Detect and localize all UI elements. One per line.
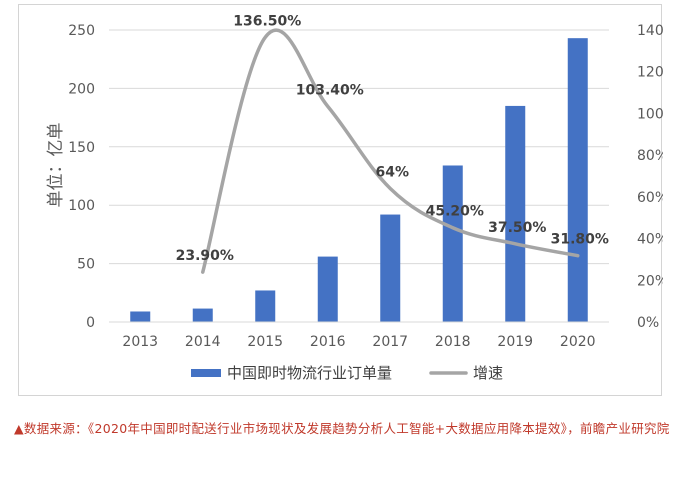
y2-tick-label: 140% bbox=[637, 23, 663, 39]
legend: 中国即时物流行业订单量 增速 bbox=[191, 364, 503, 382]
bars bbox=[130, 38, 588, 323]
y-tick-label: 150 bbox=[68, 140, 95, 156]
bar-2019 bbox=[505, 105, 526, 322]
growth-label-2019: 37.50% bbox=[488, 220, 546, 236]
legend-label-growth: 增速 bbox=[473, 364, 503, 382]
bar-2015 bbox=[255, 290, 276, 322]
axes: 0 50 100 150 200 250 0% 20% 40% 60% 80% 100% 120% 140… bbox=[68, 23, 663, 350]
y2-tick-label: 120% bbox=[637, 65, 663, 81]
y-tick-label: 250 bbox=[68, 23, 95, 39]
legend-swatch-bar bbox=[191, 369, 221, 377]
y-axis-title: 单位：亿单 bbox=[46, 123, 66, 208]
x-tick-label: 2013 bbox=[122, 334, 158, 350]
bar-2017 bbox=[380, 214, 401, 322]
chart-frame: 23.90% 136.50% 103.40% 64% 45.20% 37.50% 31.80… bbox=[18, 4, 663, 396]
y2-tick-label: 100% bbox=[637, 106, 663, 122]
y-tick-label: 0 bbox=[86, 315, 95, 331]
growth-label-2018: 45.20% bbox=[426, 204, 484, 220]
bar-2020 bbox=[567, 38, 588, 323]
growth-line-path bbox=[201, 28, 580, 274]
growth-label-2016: 103.40% bbox=[296, 82, 364, 98]
y2-tick-label: 20% bbox=[637, 273, 663, 289]
growth-label-2014: 23.90% bbox=[176, 248, 234, 264]
bar-2016 bbox=[317, 256, 338, 322]
y2-tick-label: 0% bbox=[637, 315, 659, 331]
x-tick-label: 2016 bbox=[310, 334, 346, 350]
x-tick-label: 2018 bbox=[435, 334, 471, 350]
y2-tick-label: 40% bbox=[637, 232, 663, 248]
chart: 23.90% 136.50% 103.40% 64% 45.20%37.50% 31.80… bbox=[46, 13, 663, 382]
x-tick-label: 2014 bbox=[185, 334, 221, 350]
y2-tick-label: 80% bbox=[637, 148, 663, 164]
growth-label-2015: 136.50% bbox=[233, 13, 301, 29]
y-tick-label: 100 bbox=[68, 198, 95, 214]
growth-label-2017: 64% bbox=[375, 165, 409, 181]
x-tick-label: 2020 bbox=[560, 334, 596, 350]
legend-label-orders: 中国即时物流行业订单量 bbox=[227, 364, 392, 382]
y-tick-label: 50 bbox=[77, 257, 95, 273]
bar-2014 bbox=[192, 308, 213, 322]
growth-line bbox=[201, 28, 580, 274]
data-labels: 23.90% 136.50% 103.40% 64% 45.20%37.50% 31.80… bbox=[176, 13, 609, 264]
y-tick-label: 200 bbox=[68, 81, 95, 97]
source-note: ▲数据来源：《2020年中国即时配送行业市场现状及发展趋势分析人工智能+大数据应… bbox=[14, 421, 670, 436]
bar-2013 bbox=[130, 311, 151, 322]
bar-2018 bbox=[442, 165, 463, 322]
y2-tick-label: 60% bbox=[637, 190, 663, 206]
x-tick-label: 2017 bbox=[372, 334, 408, 350]
x-tick-label: 2019 bbox=[497, 334, 533, 350]
growth-label-2020: 31.80% bbox=[551, 232, 609, 248]
x-tick-label: 2015 bbox=[247, 334, 283, 350]
